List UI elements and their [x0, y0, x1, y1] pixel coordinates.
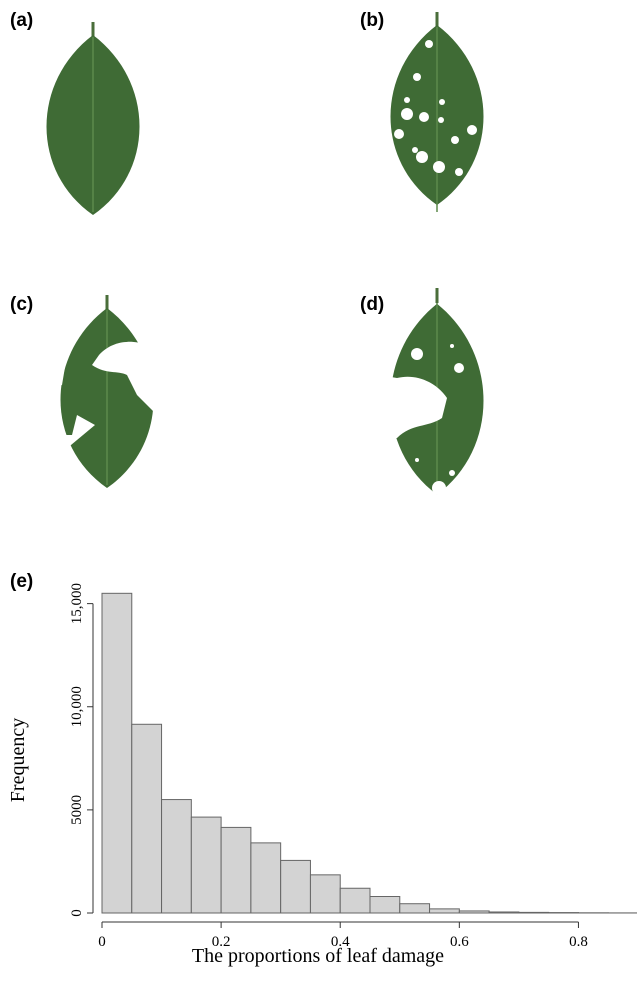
bar [162, 800, 192, 913]
bar [132, 724, 162, 913]
panel-label: (b) [360, 10, 384, 31]
bar [102, 593, 132, 913]
bar [191, 817, 221, 913]
bar [340, 888, 370, 913]
bar [519, 912, 549, 913]
leaf-intact [47, 22, 140, 215]
bar [251, 843, 281, 913]
y-tick-label: 15,000 [69, 583, 85, 624]
bar [310, 875, 340, 913]
bar [489, 912, 519, 913]
x-tick-label: 0 [98, 934, 106, 950]
x-tick-label: 0.8 [569, 934, 588, 950]
y-axis-label: Frequency [7, 718, 29, 802]
bar [400, 904, 430, 913]
leaf-eaten-holes [367, 288, 484, 495]
x-tick-label: 0.2 [212, 934, 231, 950]
y-tick-label: 5000 [69, 795, 85, 825]
panel-label: (a) [10, 10, 33, 31]
panel-label: (c) [10, 294, 33, 315]
figure: (a) (b) (c) (d) (e) The proportions of l… [0, 0, 637, 995]
x-tick-label: 0.6 [450, 934, 469, 950]
panel-label: (d) [360, 294, 384, 315]
y-tick-label: 0 [69, 909, 85, 917]
y-tick-label: 10,000 [69, 686, 85, 727]
bar [459, 911, 489, 913]
leaf-holes [391, 12, 484, 212]
bar [430, 909, 460, 913]
bar [370, 897, 400, 914]
leaf-eaten [47, 295, 177, 488]
bar [281, 860, 311, 913]
bar [221, 827, 251, 913]
x-tick-label: 0.4 [331, 934, 350, 950]
panel-label: (e) [10, 571, 33, 592]
